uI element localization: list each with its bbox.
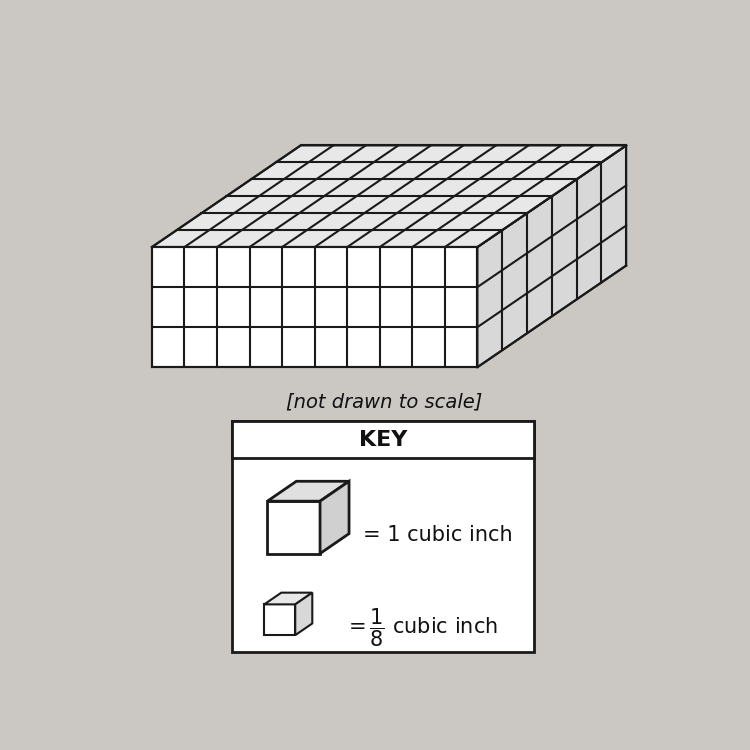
Polygon shape — [477, 146, 626, 368]
Polygon shape — [152, 247, 477, 368]
Polygon shape — [320, 482, 349, 554]
Bar — [232, 421, 534, 652]
Text: = 1 cubic inch: = 1 cubic inch — [364, 525, 513, 545]
Polygon shape — [267, 482, 349, 501]
Text: [not drawn to scale]: [not drawn to scale] — [286, 392, 482, 411]
Polygon shape — [264, 604, 296, 635]
Polygon shape — [296, 592, 312, 635]
Text: $= \dfrac{1}{8}$ cubic inch: $= \dfrac{1}{8}$ cubic inch — [344, 606, 498, 649]
Polygon shape — [267, 501, 320, 554]
Polygon shape — [264, 592, 312, 604]
Polygon shape — [152, 146, 626, 247]
Bar — [232, 421, 534, 458]
Text: KEY: KEY — [358, 430, 407, 449]
